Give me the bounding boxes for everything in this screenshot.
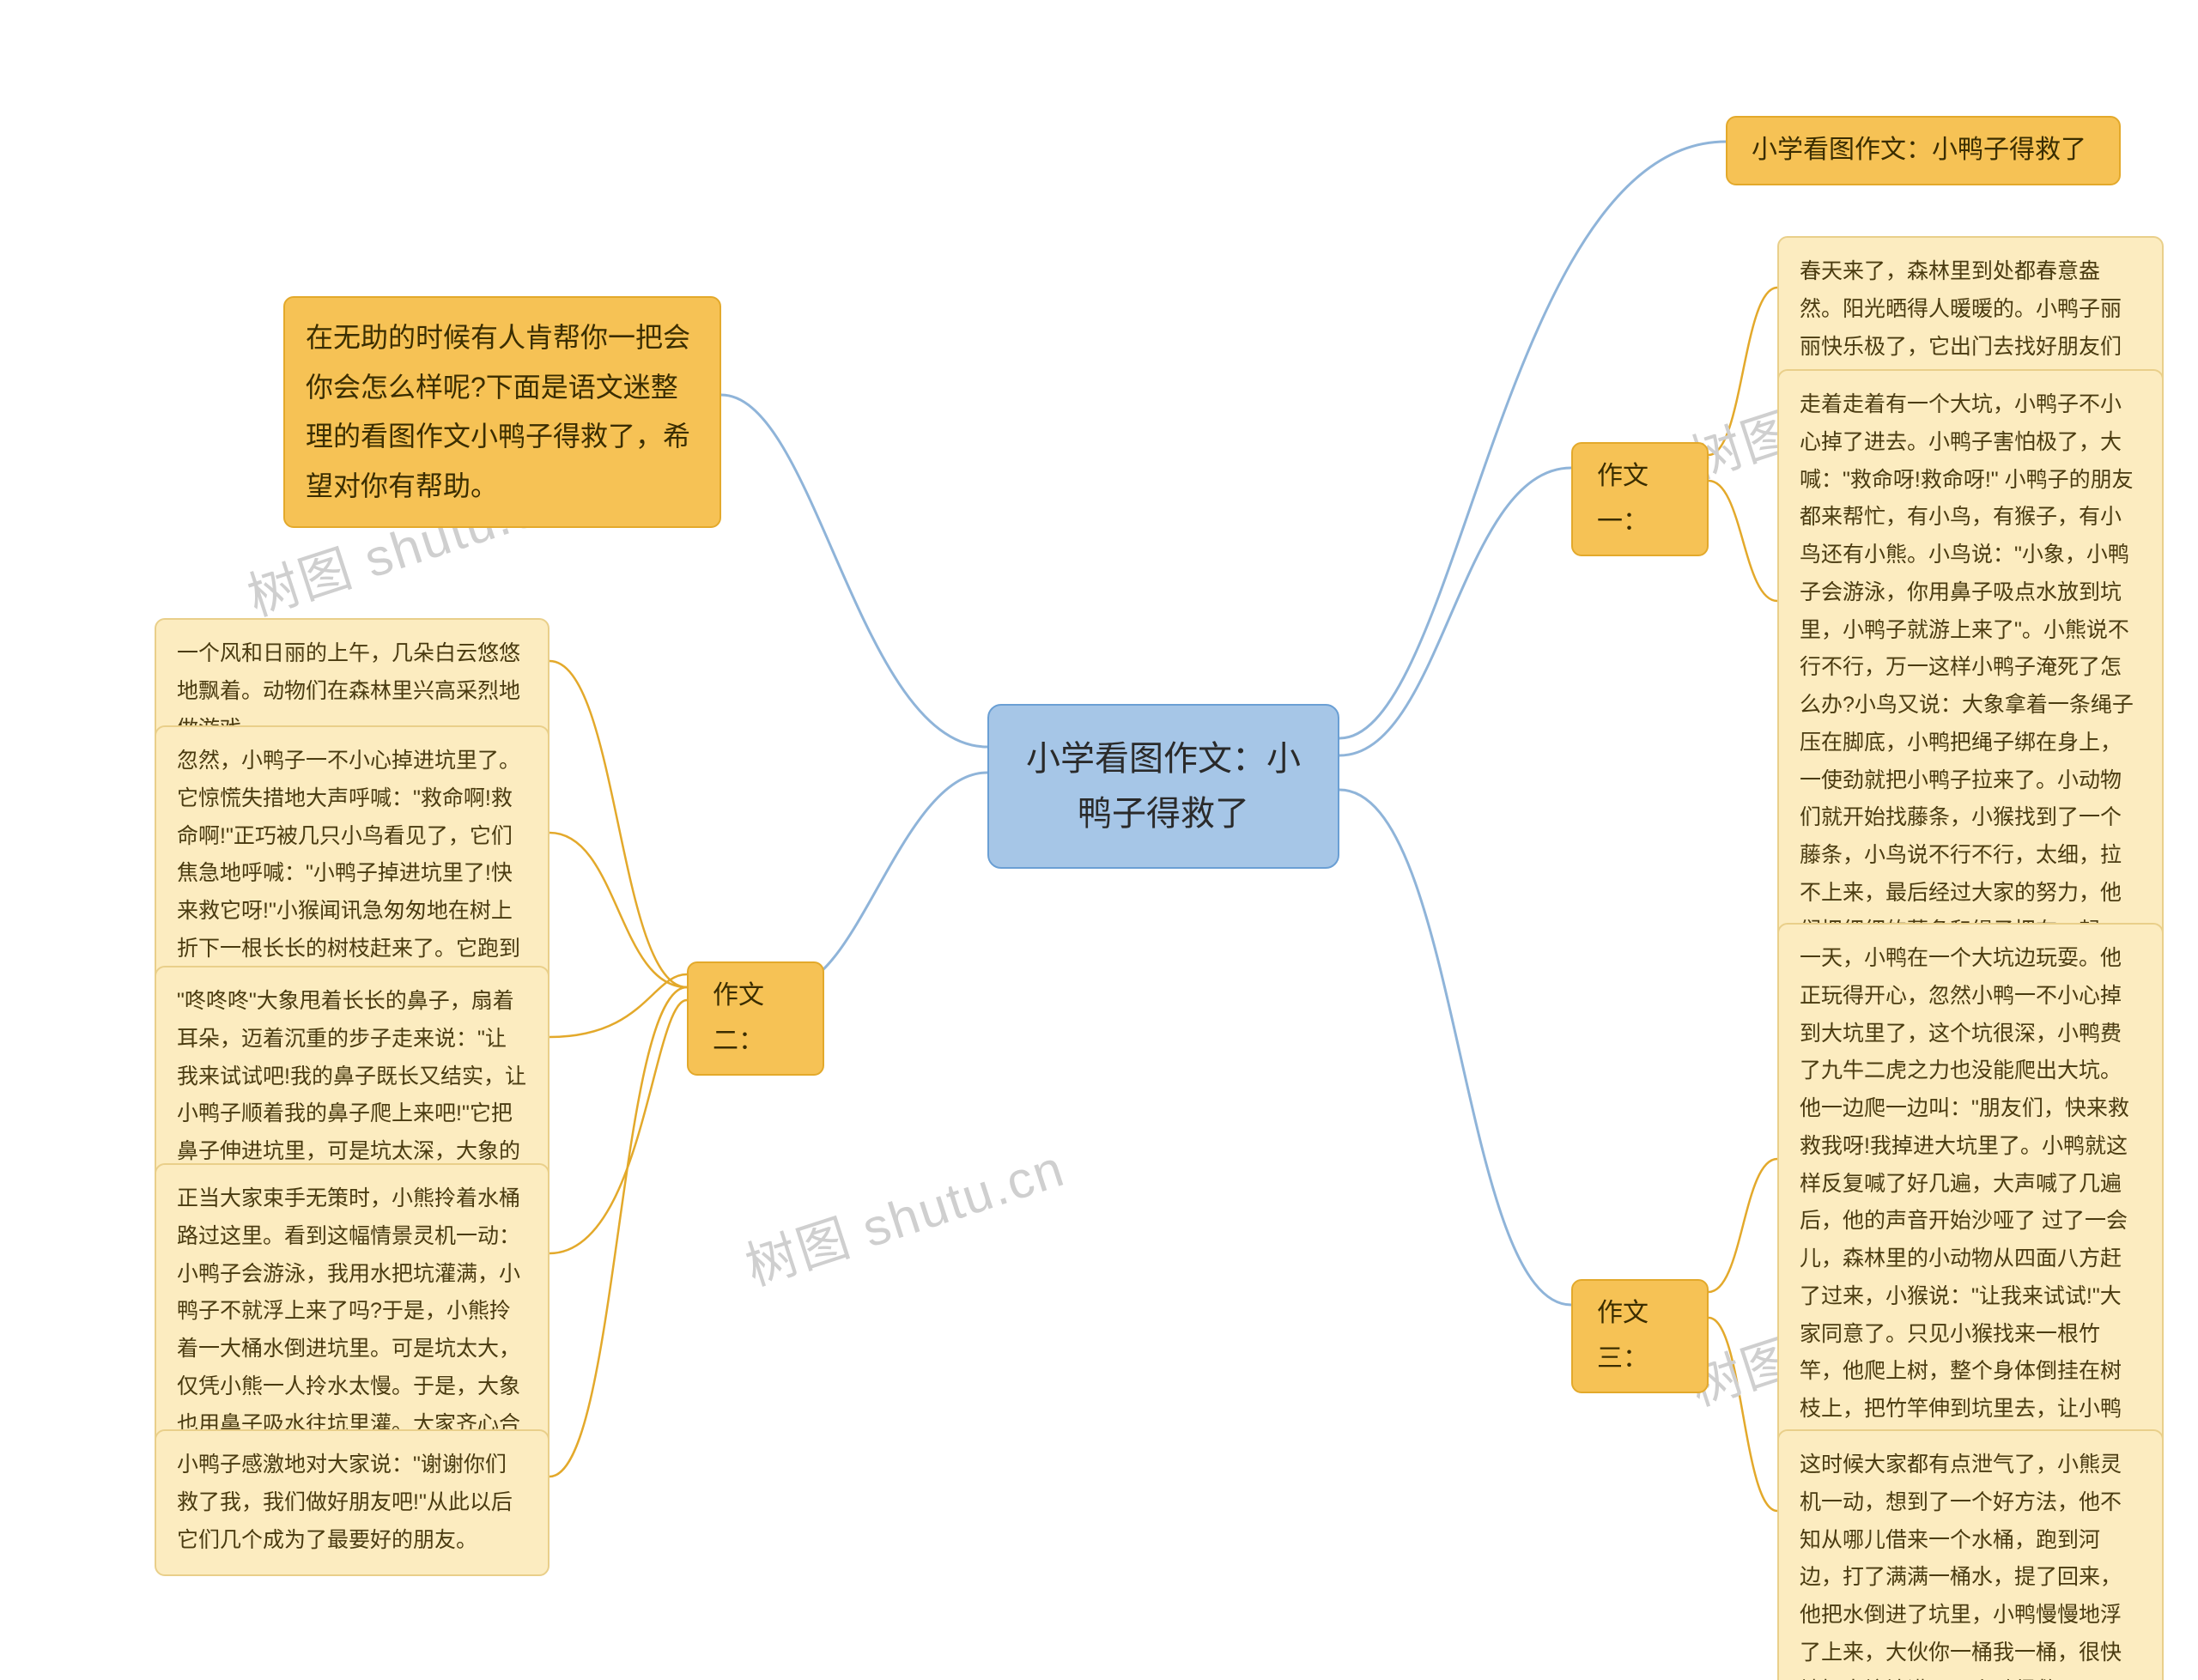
intro-node[interactable]: 在无助的时候有人肯帮你一把会你会怎么样呢?下面是语文迷整理的看图作文小鸭子得救了…: [283, 296, 721, 528]
branch-essay-3[interactable]: 作文三：: [1571, 1279, 1709, 1393]
mindmap-canvas: 树图 shutu.cn 树图 shutu.cn 树图 shutu.cn 树图 s…: [0, 0, 2198, 1680]
leaf-essay-2-p5[interactable]: 小鸭子感激地对大家说："谢谢你们救了我，我们做好朋友吧!"从此以后它们几个成为了…: [155, 1429, 550, 1576]
watermark: 树图 shutu.cn: [735, 1127, 1073, 1301]
center-node[interactable]: 小学看图作文：小鸭子得救了: [987, 704, 1339, 869]
branch-essay-2[interactable]: 作文二：: [687, 961, 824, 1076]
branch-essay-1[interactable]: 作文一：: [1571, 442, 1709, 556]
leaf-essay-3-p2[interactable]: 这时候大家都有点泄气了，小熊灵机一动，想到了一个好方法，他不知从哪儿借来一个水桶…: [1777, 1429, 2164, 1680]
branch-title-right[interactable]: 小学看图作文：小鸭子得救了: [1726, 116, 2121, 185]
